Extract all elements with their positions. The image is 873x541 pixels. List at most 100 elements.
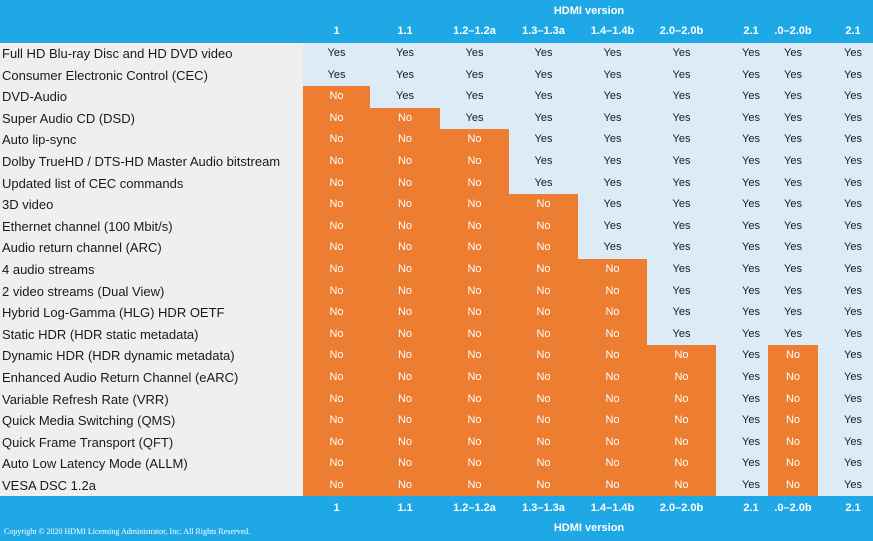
feature-label: Ethernet channel (100 Mbit/s) (0, 215, 303, 238)
support-cell: No (440, 367, 509, 389)
support-cell: Yes (578, 172, 647, 195)
support-cell: Yes (768, 259, 818, 281)
support-cell: Yes (768, 237, 818, 259)
cell-spacer (818, 215, 833, 238)
support-cell: Yes (647, 259, 716, 281)
support-cell: Yes (647, 215, 716, 238)
support-cell: Yes (737, 302, 765, 324)
support-cell: Yes (737, 129, 765, 151)
support-cell: Yes (737, 43, 765, 65)
cell-spacer (765, 172, 768, 195)
support-cell: No (370, 129, 440, 151)
feature-label: DVD-Audio (0, 86, 303, 108)
support-cell: No (370, 259, 440, 281)
header-title: HDMI version (553, 5, 625, 17)
support-cell: No (370, 453, 440, 475)
support-cell: Yes (509, 64, 578, 87)
cell-spacer (765, 410, 768, 432)
support-cell: No (509, 388, 578, 411)
support-cell: No (440, 172, 509, 195)
cell-spacer (716, 43, 737, 65)
cell-spacer (765, 323, 768, 346)
support-cell: No (303, 237, 370, 259)
support-cell: Yes (737, 194, 765, 216)
table-row: Quick Media Switching (QMS) No No No No No No Y… (0, 410, 873, 432)
feature-label: Quick Media Switching (QMS) (0, 410, 303, 432)
support-cell: No (578, 410, 647, 432)
header-column-7: 2.1 (743, 25, 759, 37)
support-cell: No (303, 453, 370, 475)
support-cell: No (768, 410, 818, 432)
support-cell: Yes (578, 194, 647, 216)
cell-spacer (818, 323, 833, 346)
feature-label: 4 audio streams (0, 259, 303, 281)
support-cell: No (440, 453, 509, 475)
cell-spacer (818, 64, 833, 87)
header-band (0, 0, 873, 43)
cell-spacer (818, 129, 833, 151)
support-cell: Yes (768, 323, 818, 346)
support-cell: No (440, 259, 509, 281)
support-cell: Yes (647, 323, 716, 346)
cell-spacer (818, 453, 833, 475)
feature-label: 2 video streams (Dual View) (0, 280, 303, 303)
support-cell: No (578, 367, 647, 389)
cell-spacer (765, 475, 768, 497)
cell-spacer (716, 453, 737, 475)
cell-spacer (765, 194, 768, 216)
support-cell: Yes (737, 323, 765, 346)
cell-spacer (818, 194, 833, 216)
support-cell: No (768, 388, 818, 411)
table-row: 4 audio streams No No No No No Yes Yes Yes Yes (0, 259, 873, 281)
support-cell: Yes (303, 64, 370, 87)
table-row: Ethernet channel (100 Mbit/s) No No No No Yes… (0, 215, 873, 238)
support-cell: No (440, 194, 509, 216)
support-cell: Yes (647, 43, 716, 65)
support-cell: Yes (833, 431, 873, 454)
support-cell: Yes (768, 107, 818, 130)
support-cell: No (768, 345, 818, 367)
support-cell: Yes (509, 107, 578, 130)
support-cell: Yes (370, 86, 440, 108)
support-cell: No (370, 107, 440, 130)
cell-spacer (818, 431, 833, 454)
support-cell: No (370, 194, 440, 216)
cell-spacer (716, 431, 737, 454)
support-cell: Yes (737, 410, 765, 432)
support-cell: Yes (737, 431, 765, 454)
support-cell: Yes (737, 259, 765, 281)
support-cell: Yes (768, 151, 818, 173)
support-cell: Yes (647, 86, 716, 108)
support-cell: Yes (833, 172, 873, 195)
cell-spacer (716, 367, 737, 389)
support-cell: Yes (833, 259, 873, 281)
header-column-5: 1.4–1.4b (590, 25, 635, 37)
cell-spacer (716, 388, 737, 411)
support-cell: No (440, 302, 509, 324)
support-cell: Yes (768, 215, 818, 238)
cell-spacer (716, 215, 737, 238)
support-cell: No (370, 475, 440, 497)
support-cell: No (509, 431, 578, 454)
support-cell: Yes (737, 453, 765, 475)
support-cell: Yes (647, 302, 716, 324)
support-cell: No (303, 345, 370, 367)
footer-column-6: 2.0–2.0b (659, 502, 704, 514)
support-cell: Yes (578, 237, 647, 259)
cell-spacer (818, 302, 833, 324)
cell-spacer (818, 237, 833, 259)
support-cell: No (768, 367, 818, 389)
support-cell: No (370, 410, 440, 432)
table-row: 3D video No No No No Yes Yes Yes Yes Yes (0, 194, 873, 216)
support-cell: Yes (833, 215, 873, 238)
feature-label: Dolby TrueHD / DTS-HD Master Audio bitst… (0, 151, 303, 173)
support-cell: Yes (647, 129, 716, 151)
support-cell: No (370, 367, 440, 389)
table-row: Quick Frame Transport (QFT) No No No No No No Y… (0, 431, 873, 454)
cell-spacer (765, 280, 768, 303)
support-cell: Yes (737, 237, 765, 259)
support-cell: Yes (578, 129, 647, 151)
feature-label: Auto lip-sync (0, 129, 303, 151)
support-cell: Yes (833, 410, 873, 432)
support-cell: No (440, 323, 509, 346)
